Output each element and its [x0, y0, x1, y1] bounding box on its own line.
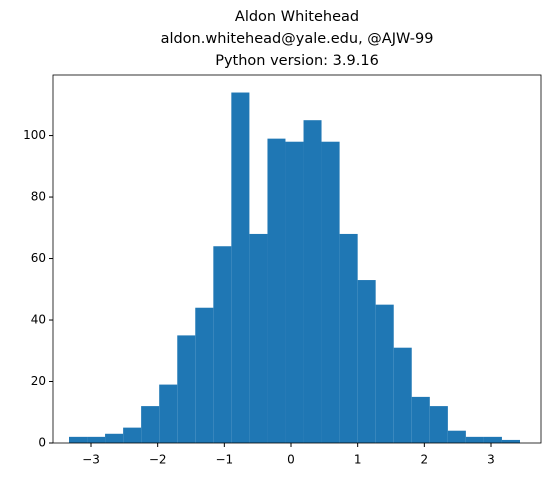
chart-title: Python version: 3.9.16	[215, 53, 379, 69]
bar	[411, 396, 430, 443]
bar	[285, 141, 304, 444]
bar	[141, 406, 160, 443]
bar	[123, 427, 142, 443]
bar	[303, 120, 322, 443]
bar	[321, 141, 340, 444]
y-tick-label: 0	[38, 436, 46, 450]
bar	[159, 384, 178, 443]
bar	[249, 233, 268, 443]
bar	[69, 436, 88, 443]
bar	[483, 436, 502, 443]
chart-title: Aldon Whitehead	[235, 9, 359, 25]
x-tick-label: 3	[487, 453, 495, 467]
bar	[339, 233, 358, 443]
bar	[465, 436, 484, 443]
bar	[177, 335, 196, 443]
axes-frame	[52, 74, 542, 444]
chart-title: aldon.whitehead@yale.edu, @AJW-99	[161, 31, 434, 47]
y-tick-label: 100	[23, 128, 46, 142]
x-tick-label: 2	[421, 453, 429, 467]
x-tick-label: −2	[149, 453, 167, 467]
x-tick-label: −1	[215, 453, 233, 467]
x-tick-label: −3	[82, 453, 100, 467]
bar	[231, 92, 250, 444]
y-tick-label: 40	[31, 313, 46, 327]
y-tick-label: 20	[31, 374, 46, 388]
bar	[375, 304, 394, 443]
y-tick-label: 60	[31, 251, 46, 265]
bar	[87, 436, 106, 443]
bar	[357, 280, 376, 443]
bar	[447, 430, 466, 443]
bar	[213, 246, 232, 443]
y-tick-label: 80	[31, 190, 46, 204]
bar	[501, 439, 520, 443]
bar	[429, 406, 448, 443]
bar	[105, 433, 124, 443]
x-tick-label: 1	[354, 453, 362, 467]
bar	[267, 138, 286, 443]
x-tick-label: 0	[287, 453, 295, 467]
bar	[393, 347, 412, 443]
bar	[195, 307, 214, 443]
